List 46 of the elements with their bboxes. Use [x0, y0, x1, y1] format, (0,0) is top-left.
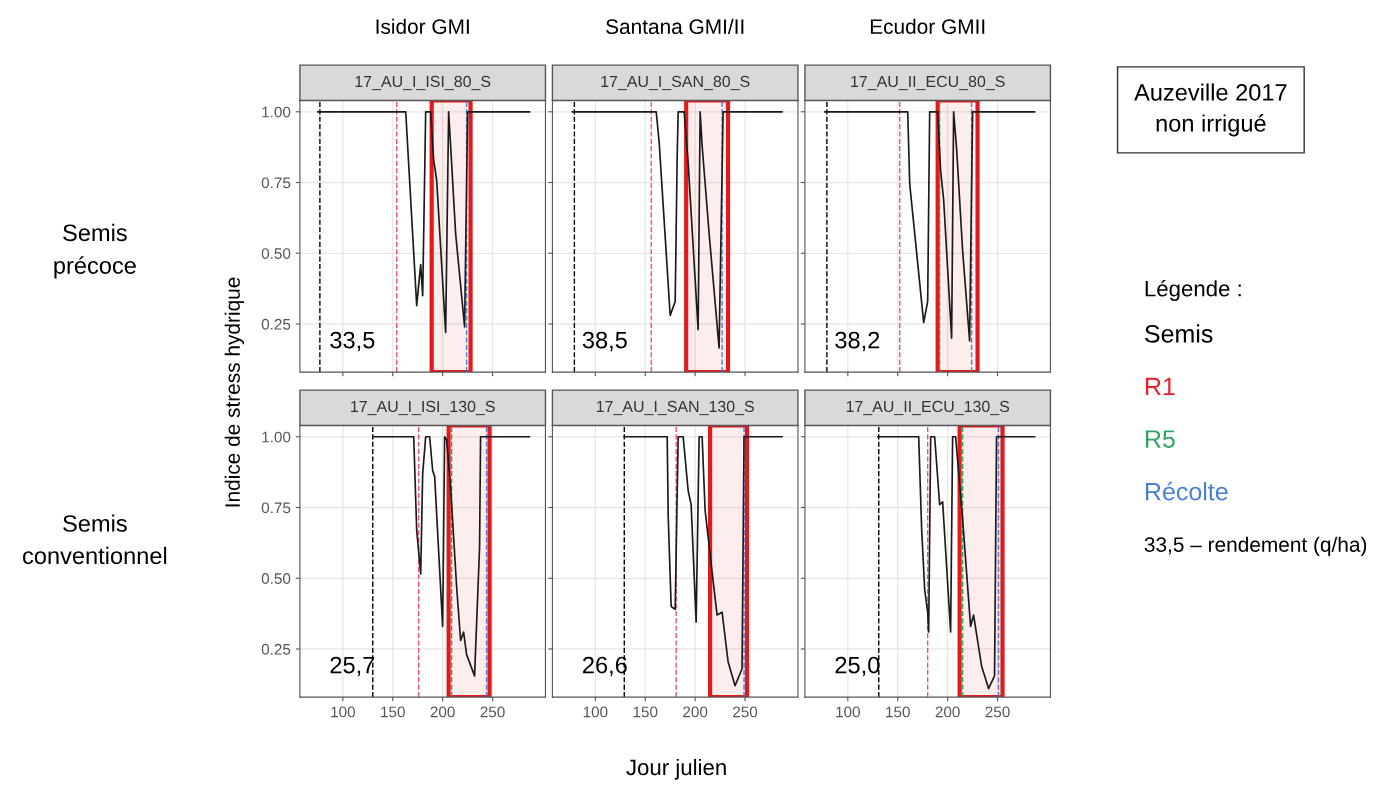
chart-title: Isidor GMI [376, 18, 469, 35]
annotation: 38,5 [582, 331, 627, 352]
annotation: 25,7 [330, 656, 375, 677]
y-tick-label: 0.50 [261, 573, 291, 584]
text: Auzeville 2017 non irrigué [1134, 83, 1287, 137]
y-tick-label: 0.75 [261, 177, 291, 189]
x-tick-label: 250 [733, 706, 758, 718]
x-tick-label: 150 [633, 706, 658, 718]
annotation: 25,0 [835, 656, 880, 677]
chart-title: Ecudor GMII [870, 18, 985, 35]
x-tick-label: 200 [935, 706, 960, 718]
category-label: Semis [1145, 324, 1213, 343]
legend-title: Légende : [1145, 279, 1241, 301]
x-tick-label: 150 [886, 706, 910, 718]
text: 33,5 – rendement (q/ha) [1144, 536, 1367, 557]
y-tick-label: 0.25 [261, 643, 291, 655]
x-tick-label: 200 [430, 706, 455, 718]
text: Semis précoce [54, 223, 136, 279]
annotation: 33,5 [330, 331, 375, 352]
y-tick-label: 0.75 [261, 502, 291, 514]
text: Jour julien [626, 758, 726, 780]
chart-subtitle: 17_AU_I_ISI_130_S [351, 400, 495, 416]
x-tick-label: 250 [480, 706, 505, 718]
x-tick-label: 100 [331, 706, 355, 718]
y-tick-label: 0.50 [261, 248, 291, 259]
x-tick-label: 200 [683, 706, 708, 718]
text: Indice de stress hydrique [224, 277, 245, 507]
x-tick-label: 100 [836, 706, 860, 718]
y-tick-label: 1.00 [262, 431, 291, 443]
annotation: 26,6 [583, 656, 627, 677]
y-tick-label: 0.25 [261, 318, 291, 330]
chart-subtitle: 17_AU_II_ECU_130_S [846, 400, 1010, 416]
category-label: Récolte [1145, 481, 1228, 501]
x-tick-label: 150 [381, 706, 405, 718]
x-tick-label: 100 [583, 706, 608, 718]
x-tick-label: 250 [985, 706, 1010, 718]
annotation: 38,2 [835, 331, 880, 352]
text: Semis conventionnel [23, 514, 167, 565]
chart-subtitle: 17_AU_II_ECU_80_S [851, 75, 1005, 91]
chart-title: Santana GMI/II [606, 18, 744, 35]
chart-subtitle: 17_AU_I_SAN_130_S [596, 400, 754, 416]
chart-subtitle: 17_AU_I_SAN_80_S [601, 75, 750, 91]
category-label: R1 [1145, 377, 1175, 396]
y-tick-label: 1.00 [262, 106, 291, 118]
category-label: R5 [1145, 430, 1175, 448]
chart-subtitle: 17_AU_I_ISI_80_S [355, 75, 491, 91]
